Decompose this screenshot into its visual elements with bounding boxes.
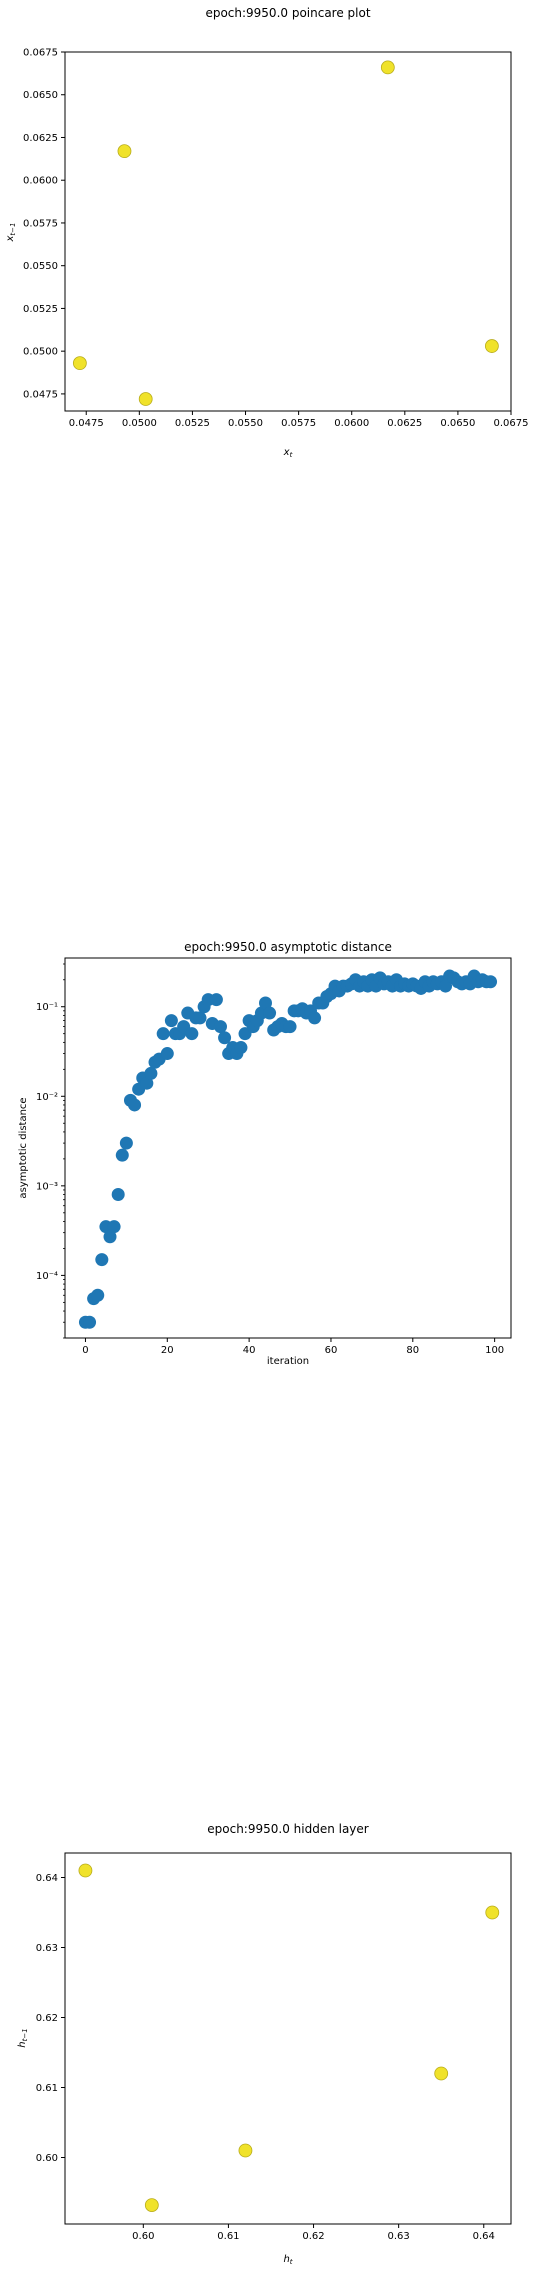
poincare-x-tick-label: 0.0600 — [334, 418, 369, 429]
asymptotic-point — [111, 1188, 125, 1202]
asymptotic-plot-area — [64, 957, 512, 1339]
asymptotic-point — [484, 975, 498, 989]
asymptotic-point — [234, 1041, 248, 1055]
hidden-point — [238, 2143, 253, 2158]
poincare-x-axis-label: xt — [283, 447, 293, 459]
asymptotic-x-tick-label: 100 — [485, 1345, 504, 1356]
poincare-point — [138, 392, 153, 406]
asymptotic-point — [107, 1220, 121, 1234]
asymptotic-point — [91, 1288, 105, 1302]
asymptotic-x-tick-label: 20 — [161, 1345, 174, 1356]
asymptotic-point — [144, 1066, 158, 1080]
poincare-point — [380, 60, 395, 75]
poincare-x-tick-label: 0.0625 — [387, 418, 422, 429]
asymptotic-point — [164, 1014, 178, 1028]
poincare-x-tick-label: 0.0500 — [122, 418, 157, 429]
asymptotic-x-tick-label: 0 — [82, 1345, 88, 1356]
hidden-x-tick-label: 0.60 — [132, 2231, 154, 2242]
hidden-x-tick-label: 0.62 — [302, 2231, 324, 2242]
poincare-y-tick-label: 0.0575 — [23, 218, 58, 229]
poincare-chart: epoch:9950.0 poincare plot 0.0475 0.0500 0… — [5, 6, 529, 459]
poincare-x-tick-label: 0.0575 — [281, 418, 316, 429]
poincare-point — [484, 339, 499, 353]
asymptotic-point — [119, 1136, 133, 1150]
asymptotic-point — [128, 1098, 142, 1112]
poincare-x-tick-label: 0.0675 — [494, 418, 529, 429]
asymptotic-point — [263, 1006, 277, 1020]
poincare-y-tick-label: 0.0500 — [23, 347, 58, 358]
asymptotic-distance-chart: epoch:9950.0 asymptotic distance 0 20 40 60… — [18, 940, 512, 1367]
svg-text:xt: xt — [283, 447, 293, 459]
asymptotic-x-axis-label: iteration — [267, 1356, 309, 1367]
hidden-plot-area — [64, 1852, 512, 2225]
asymptotic-chart-title: epoch:9950.0 asymptotic distance — [184, 940, 392, 954]
hidden-x-tick-label: 0.64 — [473, 2231, 495, 2242]
hidden-x-axis-label: ht — [283, 2254, 292, 2266]
hidden-y-tick-label: 0.60 — [36, 2153, 58, 2164]
hidden-y-tick-label: 0.64 — [36, 1873, 58, 1884]
asymptotic-point — [258, 996, 272, 1010]
asymptotic-x-tick-label: 60 — [325, 1345, 338, 1356]
asymptotic-point — [156, 1027, 170, 1041]
asymptotic-point — [185, 1027, 199, 1041]
asymptotic-y-axis-label: asymptotic distance — [18, 1097, 29, 1198]
asymptotic-point — [140, 1076, 154, 1090]
poincare-y-tick-label: 0.0600 — [23, 176, 58, 187]
poincare-y-tick-label: 0.0675 — [23, 48, 58, 59]
asymptotic-point — [160, 1047, 174, 1061]
svg-text:ht: ht — [283, 2254, 292, 2266]
hidden-point — [434, 2066, 449, 2081]
asymptotic-point — [439, 979, 453, 993]
asymptotic-point — [218, 1031, 232, 1045]
asymptotic-point — [115, 1148, 129, 1162]
poincare-x-tick-label: 0.0550 — [228, 418, 263, 429]
asymptotic-y-tick-label: 10⁻² — [36, 1092, 58, 1103]
poincare-y-tick-label: 0.0650 — [23, 90, 58, 101]
hidden-point — [485, 1905, 500, 1920]
hidden-y-tick-label: 0.63 — [36, 1943, 58, 1954]
asymptotic-point — [209, 993, 223, 1007]
poincare-y-tick-label: 0.0475 — [23, 389, 58, 400]
hidden-x-tick-label: 0.63 — [388, 2231, 410, 2242]
poincare-plot-area — [64, 51, 512, 412]
hidden-x-tick-label: 0.61 — [217, 2231, 239, 2242]
asymptotic-x-tick-label: 40 — [243, 1345, 256, 1356]
asymptotic-point — [283, 1020, 297, 1034]
hidden-layer-chart: epoch:9950.0 hidden layer 0.60 0.61 0.62 0.… — [17, 1822, 512, 2266]
hidden-point — [78, 1863, 93, 1878]
asymptotic-y-tick-label: 10⁻³ — [36, 1181, 58, 1192]
poincare-y-tick-label: 0.0525 — [23, 304, 58, 315]
poincare-x-tick-label: 0.0525 — [175, 418, 210, 429]
hidden-y-tick-label: 0.62 — [36, 2013, 58, 2024]
asymptotic-point — [83, 1315, 97, 1329]
poincare-point — [117, 144, 132, 159]
poincare-x-tick-label: 0.0650 — [440, 418, 475, 429]
asymptotic-point — [103, 1230, 117, 1244]
poincare-y-tick-label: 0.0625 — [23, 133, 58, 144]
asymptotic-point — [308, 1011, 322, 1025]
poincare-chart-title: epoch:9950.0 poincare plot — [205, 6, 370, 20]
asymptotic-x-tick-label: 80 — [406, 1345, 419, 1356]
asymptotic-y-tick-label: 10⁻¹ — [36, 1002, 58, 1013]
asymptotic-point — [213, 1020, 227, 1034]
poincare-x-tick-label: 0.0475 — [69, 418, 104, 429]
hidden-y-tick-label: 0.61 — [36, 2083, 58, 2094]
hidden-point — [144, 2198, 159, 2213]
asymptotic-point — [193, 1011, 207, 1025]
poincare-point — [72, 356, 87, 371]
hidden-chart-title: epoch:9950.0 hidden layer — [207, 1822, 369, 1836]
asymptotic-point — [95, 1253, 109, 1267]
asymptotic-y-tick-label: 10⁻⁴ — [36, 1271, 58, 1282]
poincare-y-tick-label: 0.0550 — [23, 261, 58, 272]
